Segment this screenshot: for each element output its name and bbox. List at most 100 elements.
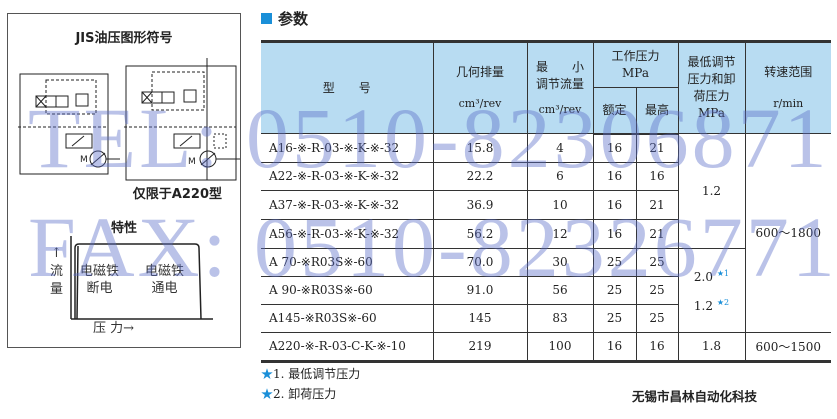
footnote-text: 2. 卸荷压力 <box>273 387 337 401</box>
min-flow-cell: 10 <box>526 189 594 220</box>
min-pressure-cell: 1.8 <box>677 331 746 362</box>
min-pressure-label: 最低调节 <box>687 55 736 69</box>
max-pressure-cell: 16 <box>635 161 678 191</box>
max-pressure-cell: 21 <box>635 133 679 163</box>
rated-pressure-cell: 16 <box>592 331 637 362</box>
symbols-title: JIS油压图形符号 <box>75 31 173 46</box>
header-max: 最高 <box>635 87 678 135</box>
company-name: 无锡市昌林自动化科技 <box>632 389 758 404</box>
x-axis-label: 压 力→ <box>93 321 135 336</box>
table-row: A22-※-R-03-※-K-※-32 22.2 6 16 16 <box>261 161 831 191</box>
displacement-label: 几何排量 <box>455 65 504 79</box>
parameters-table: 型 号 几何排量 cm³/rev 最 小调节流量 cm³/rev 工作压力 MPa 最… <box>261 40 831 363</box>
rated-pressure-cell: 16 <box>592 189 637 220</box>
model-cell: A 90-※R03S※-60 <box>261 275 434 305</box>
star-icon: ★ <box>261 387 274 401</box>
footnote-text: 1. 最低调节压力 <box>273 367 361 381</box>
displacement-cell: 22.2 <box>432 161 528 191</box>
min-flow-unit: cm³/rev <box>538 102 582 116</box>
solenoid-off-line2: 断电 <box>86 281 113 296</box>
min-flow-cell: 56 <box>526 275 594 305</box>
a220-note: 仅限于A220型 <box>132 187 222 202</box>
solenoid-off-line1: 电磁铁 <box>80 264 120 279</box>
work-pressure-label: 工作压力 <box>611 49 660 63</box>
svg-text:M: M <box>188 157 196 167</box>
displacement-cell: 70.0 <box>432 247 528 277</box>
footnote-1: ★1. 最低调节压力 <box>261 364 360 384</box>
rated-pressure-cell: 16 <box>592 218 637 249</box>
y-axis-label-1: 流 <box>50 264 64 279</box>
solenoid-on-label: 电磁铁 通电 <box>145 263 184 297</box>
speed-unit: r/min <box>773 97 804 110</box>
min-flow-label: 最 小 <box>535 59 584 74</box>
model-cell: A56-※-R-03-※-K-※-32 <box>261 218 434 249</box>
model-cell: A145-※R03S※-60 <box>261 303 434 333</box>
min-flow-cell: 100 <box>526 331 594 362</box>
speed-cell: 600～1500 <box>744 331 831 362</box>
min-flow-cell: 83 <box>526 303 594 333</box>
star-2-icon: ★2 <box>716 298 730 307</box>
rated-pressure-cell: 16 <box>592 133 637 163</box>
max-pressure-cell: 25 <box>635 275 678 305</box>
min-flow-cell: 4 <box>526 133 594 163</box>
table-row: A220-※-R-03-C-K-※-10 219 100 16 16 1.8 600～150… <box>261 331 831 362</box>
footnotes: ★1. 最低调节压力 ★2. 卸荷压力 <box>261 364 360 404</box>
model-cell: A22-※-R-03-※-K-※-32 <box>261 161 434 191</box>
header-work-pressure: 工作压力 MPa <box>592 41 679 88</box>
max-pressure-cell: 16 <box>635 331 679 362</box>
displacement-cell: 56.2 <box>432 218 528 249</box>
header-min-flow: 最 小调节流量 cm³/rev <box>526 41 594 134</box>
min-flow-cell: 30 <box>526 247 594 277</box>
table-row: A145-※R03S※-60 145 83 25 25 <box>261 303 831 333</box>
header-speed: 转速范围 r/min <box>744 41 831 134</box>
model-cell: A16-※-R-03-※-K-※-32 <box>261 133 434 163</box>
solenoid-off-label: 电磁铁 断电 <box>80 263 119 297</box>
rated-pressure-cell: 16 <box>592 161 637 191</box>
solenoid-on-line1: 电磁铁 <box>145 264 185 279</box>
header-min-pressure: 最低调节压力和卸荷压力 MPa <box>677 41 746 134</box>
table-row: A56-※-R-03-※-K-※-32 56.2 12 16 21 <box>261 218 831 249</box>
y-axis-label-2: 量 <box>50 282 64 297</box>
unload-pressure-value: 1.2 <box>693 299 713 313</box>
characteristics-title: 特性 <box>110 221 137 236</box>
displacement-cell: 219 <box>432 331 528 362</box>
header-model: 型 号 <box>261 41 434 134</box>
star-1-icon: ★1 <box>716 269 730 278</box>
symbols-panel: JIS油压图形符号 <box>7 13 241 348</box>
max-pressure-cell: 21 <box>635 189 678 220</box>
max-pressure-cell: 21 <box>635 218 678 249</box>
header-rated: 额定 <box>593 87 637 135</box>
square-bullet-icon <box>261 13 272 24</box>
min-pressure-label-3: 荷压力 <box>693 89 730 103</box>
footnote-2: ★2. 卸荷压力 <box>261 384 360 404</box>
speed-cell: 600～1800 <box>744 133 831 333</box>
rated-pressure-cell: 25 <box>592 247 637 277</box>
model-cell: A220-※-R-03-C-K-※-10 <box>261 331 434 362</box>
table-row: A37-※-R-03-※-K-※-32 36.9 10 16 21 <box>261 189 831 220</box>
star-icon: ★ <box>261 367 274 381</box>
section-title: 参数 <box>278 10 309 28</box>
section-header: 参数 <box>261 8 308 29</box>
rated-pressure-cell: 25 <box>592 275 637 305</box>
y-axis-arrow: ↑ <box>51 246 62 261</box>
header-displacement: 几何排量 cm³/rev <box>432 41 528 134</box>
min-pressure-value: 2.0 <box>693 270 713 284</box>
table-row: A 90-※R03S※-60 91.0 56 25 25 <box>261 275 831 305</box>
svg-text:M: M <box>80 155 88 165</box>
model-cell: A 70-※R03S※-60 <box>261 247 434 277</box>
min-pressure-cell: 2.0 ★1 1.2 ★2 <box>677 247 745 333</box>
work-pressure-unit: MPa <box>622 66 649 80</box>
displacement-unit: cm³/rev <box>458 97 502 110</box>
displacement-cell: 91.0 <box>432 275 528 305</box>
characteristics-chart <box>70 236 213 320</box>
min-pressure-cell: 1.2 <box>677 133 746 249</box>
min-pressure-unit: MPa <box>698 106 725 120</box>
min-pressure-label-2: 压力和卸 <box>687 72 736 86</box>
solenoid-on-line2: 通电 <box>151 281 178 296</box>
displacement-cell: 145 <box>432 303 528 333</box>
min-flow-label-2: 调节流量 <box>535 76 584 91</box>
min-flow-cell: 12 <box>526 218 594 249</box>
displacement-cell: 15.8 <box>432 133 528 163</box>
